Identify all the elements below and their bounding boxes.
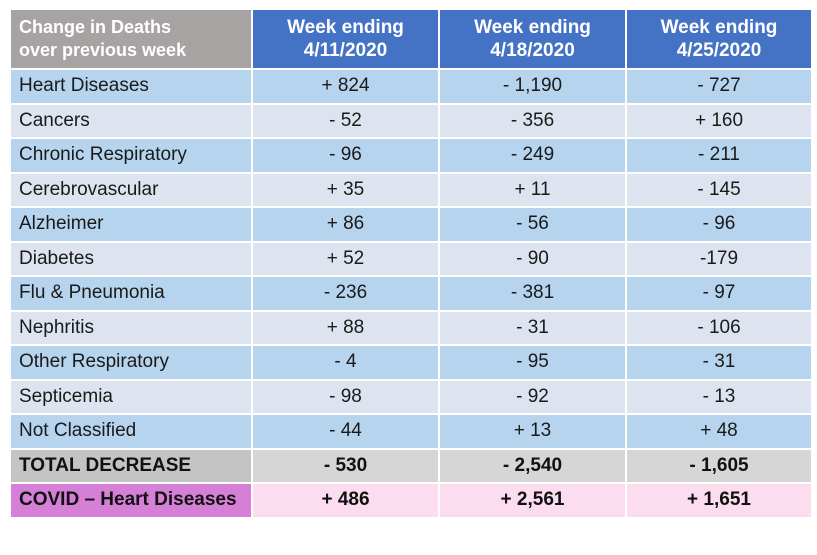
cell-value: - 52 — [251, 102, 440, 139]
cell-value: - 90 — [438, 240, 627, 277]
corner-header-line-2: over previous week — [19, 40, 187, 60]
column-header-week-3: Week ending 4/25/2020 — [625, 8, 813, 70]
deaths-change-table: Change in Deaths over previous week Week… — [9, 8, 813, 519]
cell-value: + 824 — [251, 68, 440, 105]
column-header-line-1: Week ending — [287, 17, 404, 38]
column-header-date: 4/25/2020 — [676, 40, 762, 61]
cell-value: - 211 — [625, 137, 813, 174]
cell-value: - 249 — [438, 137, 627, 174]
row-label: Other Respiratory — [9, 344, 253, 381]
cell-value: - 31 — [438, 309, 627, 346]
cell-value: + 160 — [625, 102, 813, 139]
table-row: Cerebrovascular + 35 + 11 - 145 — [9, 171, 813, 208]
row-label: Nephritis — [9, 309, 253, 346]
row-label: Heart Diseases — [9, 68, 253, 105]
covid-value: + 486 — [251, 482, 440, 519]
covid-value: + 1,651 — [625, 482, 813, 519]
cell-value: - 727 — [625, 68, 813, 105]
column-header-date: 4/11/2020 — [303, 40, 388, 61]
cell-value: - 4 — [251, 344, 440, 381]
cell-value: - 96 — [625, 206, 813, 243]
covid-value: + 2,561 — [438, 482, 627, 519]
covid-heart-diseases-row: COVID – Heart Diseases + 486 + 2,561 + 1… — [9, 482, 813, 519]
table-row: Nephritis + 88 - 31 - 106 — [9, 309, 813, 346]
total-label: TOTAL DECREASE — [9, 447, 253, 484]
column-header-line-1: Week ending — [474, 17, 591, 38]
cell-value: - 13 — [625, 378, 813, 415]
corner-header: Change in Deaths over previous week — [9, 8, 253, 70]
cell-value: + 88 — [251, 309, 440, 346]
cell-value: - 96 — [251, 137, 440, 174]
cell-value: - 44 — [251, 413, 440, 450]
cell-value: - 95 — [438, 344, 627, 381]
table-row: Diabetes + 52 - 90 -179 — [9, 240, 813, 277]
total-value: - 2,540 — [438, 447, 627, 484]
row-label: Diabetes — [9, 240, 253, 277]
cell-value: - 98 — [251, 378, 440, 415]
row-label: Cerebrovascular — [9, 171, 253, 208]
cell-value: -179 — [625, 240, 813, 277]
row-label: Alzheimer — [9, 206, 253, 243]
cell-value: - 356 — [438, 102, 627, 139]
total-value: - 530 — [251, 447, 440, 484]
column-header-line-1: Week ending — [660, 17, 778, 38]
cell-value: - 97 — [625, 275, 813, 312]
total-decrease-row: TOTAL DECREASE - 530 - 2,540 - 1,605 — [9, 447, 813, 484]
cell-value: - 56 — [438, 206, 627, 243]
table-row: Not Classified - 44 + 13 + 48 — [9, 413, 813, 450]
row-label: Cancers — [9, 102, 253, 139]
cell-value: - 31 — [625, 344, 813, 381]
corner-header-line-1: Change in Deaths — [19, 17, 172, 37]
header-row: Change in Deaths over previous week Week… — [9, 8, 813, 70]
table-row: Other Respiratory - 4 - 95 - 31 — [9, 344, 813, 381]
covid-label: COVID – Heart Diseases — [9, 482, 253, 519]
cell-value: + 35 — [251, 171, 440, 208]
table-row: Heart Diseases + 824 - 1,190 - 727 — [9, 68, 813, 105]
table-row: Septicemia - 98 - 92 - 13 — [9, 378, 813, 415]
table-row: Chronic Respiratory - 96 - 249 - 211 — [9, 137, 813, 174]
cell-value: - 381 — [438, 275, 627, 312]
cell-value: - 92 — [438, 378, 627, 415]
table-row: Flu & Pneumonia - 236 - 381 - 97 — [9, 275, 813, 312]
cell-value: + 52 — [251, 240, 440, 277]
column-header-date: 4/18/2020 — [490, 40, 575, 61]
row-label: Chronic Respiratory — [9, 137, 253, 174]
cell-value: - 236 — [251, 275, 440, 312]
column-header-week-1: Week ending 4/11/2020 — [251, 8, 440, 70]
row-label: Flu & Pneumonia — [9, 275, 253, 312]
cell-value: + 86 — [251, 206, 440, 243]
cell-value: + 13 — [438, 413, 627, 450]
cell-value: + 48 — [625, 413, 813, 450]
cell-value: - 1,190 — [438, 68, 627, 105]
cell-value: - 106 — [625, 309, 813, 346]
total-value: - 1,605 — [625, 447, 813, 484]
row-label: Septicemia — [9, 378, 253, 415]
row-label: Not Classified — [9, 413, 253, 450]
column-header-week-2: Week ending 4/18/2020 — [438, 8, 627, 70]
cell-value: - 145 — [625, 171, 813, 208]
table-row: Cancers - 52 - 356 + 160 — [9, 102, 813, 139]
table-row: Alzheimer + 86 - 56 - 96 — [9, 206, 813, 243]
cell-value: + 11 — [438, 171, 627, 208]
